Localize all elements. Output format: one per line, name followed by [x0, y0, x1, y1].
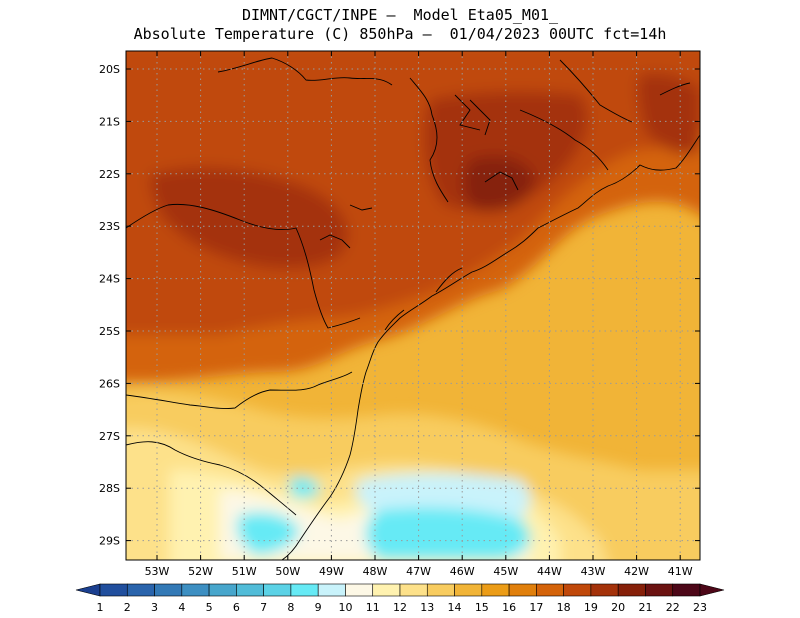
colorbar-swatch	[536, 583, 564, 597]
colorbar-label: 21	[638, 601, 652, 614]
colorbar-arrow-high	[699, 583, 725, 597]
temperature-field	[126, 51, 700, 560]
lon-label: 48W	[363, 565, 388, 578]
lon-label: 46W	[450, 565, 475, 578]
colorbar-swatch	[263, 583, 292, 597]
colorbar-label: 12	[393, 601, 407, 614]
colorbar-swatch	[372, 583, 401, 597]
colorbar-swatch	[181, 583, 210, 597]
colorbar-label: 10	[338, 601, 352, 614]
lat-label: 26S	[99, 377, 120, 390]
colorbar-swatch	[590, 583, 619, 597]
colorbar-swatch	[126, 583, 155, 597]
colorbar-label: 11	[366, 601, 380, 614]
latitude-labels: 20S 21S 22S 23S 24S 25S 26S 27S 28S 29S	[99, 63, 120, 548]
axis-ticks	[126, 51, 700, 560]
colorbar	[75, 583, 725, 597]
colorbar-swatch	[481, 583, 510, 597]
colorbar-label: 18	[557, 601, 571, 614]
colorbar-label: 23	[693, 601, 707, 614]
lon-label: 45W	[493, 565, 518, 578]
colorbar-label: 22	[666, 601, 680, 614]
title-line-2: Absolute Temperature (C) 850hPa – 01/04/…	[133, 25, 667, 43]
lat-label: 22S	[99, 168, 120, 181]
colorbar-label: 5	[206, 601, 213, 614]
colorbar-label: 16	[502, 601, 516, 614]
colorbar-label: 13	[420, 601, 434, 614]
colorbar-label: 15	[475, 601, 489, 614]
lat-label: 29S	[99, 535, 120, 548]
colorbar-label: 9	[315, 601, 322, 614]
colorbar-labels: 1 2 3 4 5 6 7 8 9 10 11 12 13 14 15 16 17 18 19 20 21 22 23	[97, 601, 708, 614]
colorbar-label: 7	[260, 601, 267, 614]
colorbar-swatch	[426, 583, 455, 597]
lon-label: 47W	[406, 565, 431, 578]
lat-label: 21S	[99, 115, 120, 128]
colorbar-swatch	[236, 583, 264, 597]
colorbar-label: 3	[151, 601, 158, 614]
colorbar-swatch	[508, 583, 537, 597]
colorbar-label: 4	[178, 601, 185, 614]
colorbar-arrow-low	[75, 583, 101, 597]
colorbar-swatch	[645, 583, 674, 597]
colorbar-swatch	[154, 583, 183, 597]
colorbar-label: 19	[584, 601, 598, 614]
colorbar-label: 17	[529, 601, 543, 614]
colorbar-swatch	[672, 583, 701, 597]
colorbar-swatch	[399, 583, 428, 597]
title-line-1: DIMNT/CGCT/INPE – Model Eta05_M01_	[241, 6, 559, 24]
colorbar-label: 20	[611, 601, 625, 614]
lon-label: 53W	[145, 565, 170, 578]
lat-label: 24S	[99, 273, 120, 286]
colorbar-swatch	[290, 583, 319, 597]
lon-label: 41W	[668, 565, 693, 578]
colorbar-swatch	[617, 583, 646, 597]
colorbar-label: 6	[233, 601, 240, 614]
lon-label: 50W	[275, 565, 300, 578]
lon-label: 49W	[319, 565, 344, 578]
lon-label: 43W	[581, 565, 606, 578]
lat-label: 27S	[99, 430, 120, 443]
lat-label: 28S	[99, 482, 120, 495]
lon-label: 44W	[537, 565, 562, 578]
colorbar-label: 1	[97, 601, 104, 614]
lat-label: 25S	[99, 325, 120, 338]
colorbar-swatch	[208, 583, 237, 597]
lon-label: 51W	[232, 565, 257, 578]
map-frame	[125, 50, 701, 561]
longitude-labels: 53W 52W 51W 50W 49W 48W 47W 46W 45W 44W 43W 42W 41W	[145, 565, 693, 578]
colorbar-label: 14	[448, 601, 462, 614]
colorbar-label: 2	[124, 601, 131, 614]
colorbar-swatch	[345, 583, 374, 597]
lon-label: 42W	[624, 565, 649, 578]
lat-label: 20S	[99, 63, 120, 76]
colorbar-swatch	[317, 583, 346, 597]
colorbar-swatch	[563, 583, 592, 597]
colorbar-swatch	[99, 583, 128, 597]
colorbar-swatch	[454, 583, 483, 597]
colorbar-label: 8	[287, 601, 294, 614]
coastlines-and-borders	[126, 57, 700, 560]
lon-label: 52W	[188, 565, 213, 578]
lat-label: 23S	[99, 220, 120, 233]
grid-lines	[126, 51, 700, 560]
